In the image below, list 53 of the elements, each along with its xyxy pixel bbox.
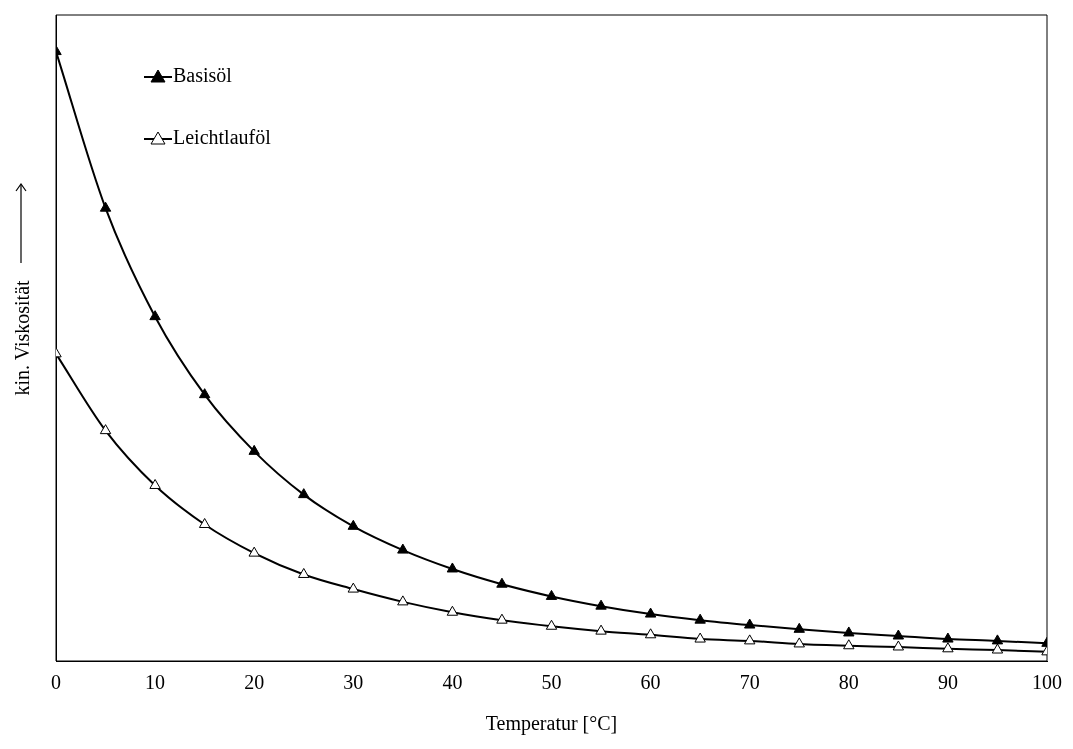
x-tick-label: 0 [51,671,61,694]
x-tick-label: 60 [640,671,661,694]
point [793,622,805,633]
point [446,605,459,616]
point [397,543,409,554]
point [644,628,657,639]
point [694,613,706,624]
legend-label: Basisöl [173,64,233,87]
point [991,643,1004,654]
point [595,624,607,635]
point [198,388,211,399]
x-tick-label: 70 [739,671,760,694]
point [347,519,359,530]
point [545,589,558,600]
point [397,595,409,606]
point [99,201,112,212]
point [545,619,558,630]
point [942,642,954,653]
point [892,629,905,640]
point [248,444,260,455]
point [298,567,310,578]
x-tick-label: 30 [343,671,364,694]
point [744,634,756,645]
legend-label: Leichtlauföl [173,126,272,149]
point [198,517,211,528]
x-tick-label: 20 [244,671,265,694]
x-tick-label: 80 [838,671,859,694]
point [248,546,260,557]
x-tick-label: 50 [541,671,562,694]
point [149,310,161,321]
point [694,632,706,643]
point [446,562,459,573]
point [892,640,905,651]
y-axis-title: kin. Viskosität [11,280,34,396]
point [843,639,855,650]
point [744,618,756,629]
point [496,577,508,588]
point [149,478,161,489]
point [991,634,1004,645]
point [496,613,508,624]
x-tick-label: 100 [1032,671,1062,694]
point [595,599,607,610]
point [793,637,805,648]
point [347,582,359,593]
point [99,424,112,435]
point [298,488,310,499]
point [843,626,855,637]
x-axis-title: Temperatur [°C] [485,712,618,736]
x-tick-label: 10 [145,671,166,694]
x-tick-label: 90 [937,671,958,694]
point [644,607,657,618]
x-tick-label: 40 [442,671,463,694]
point [942,632,954,643]
